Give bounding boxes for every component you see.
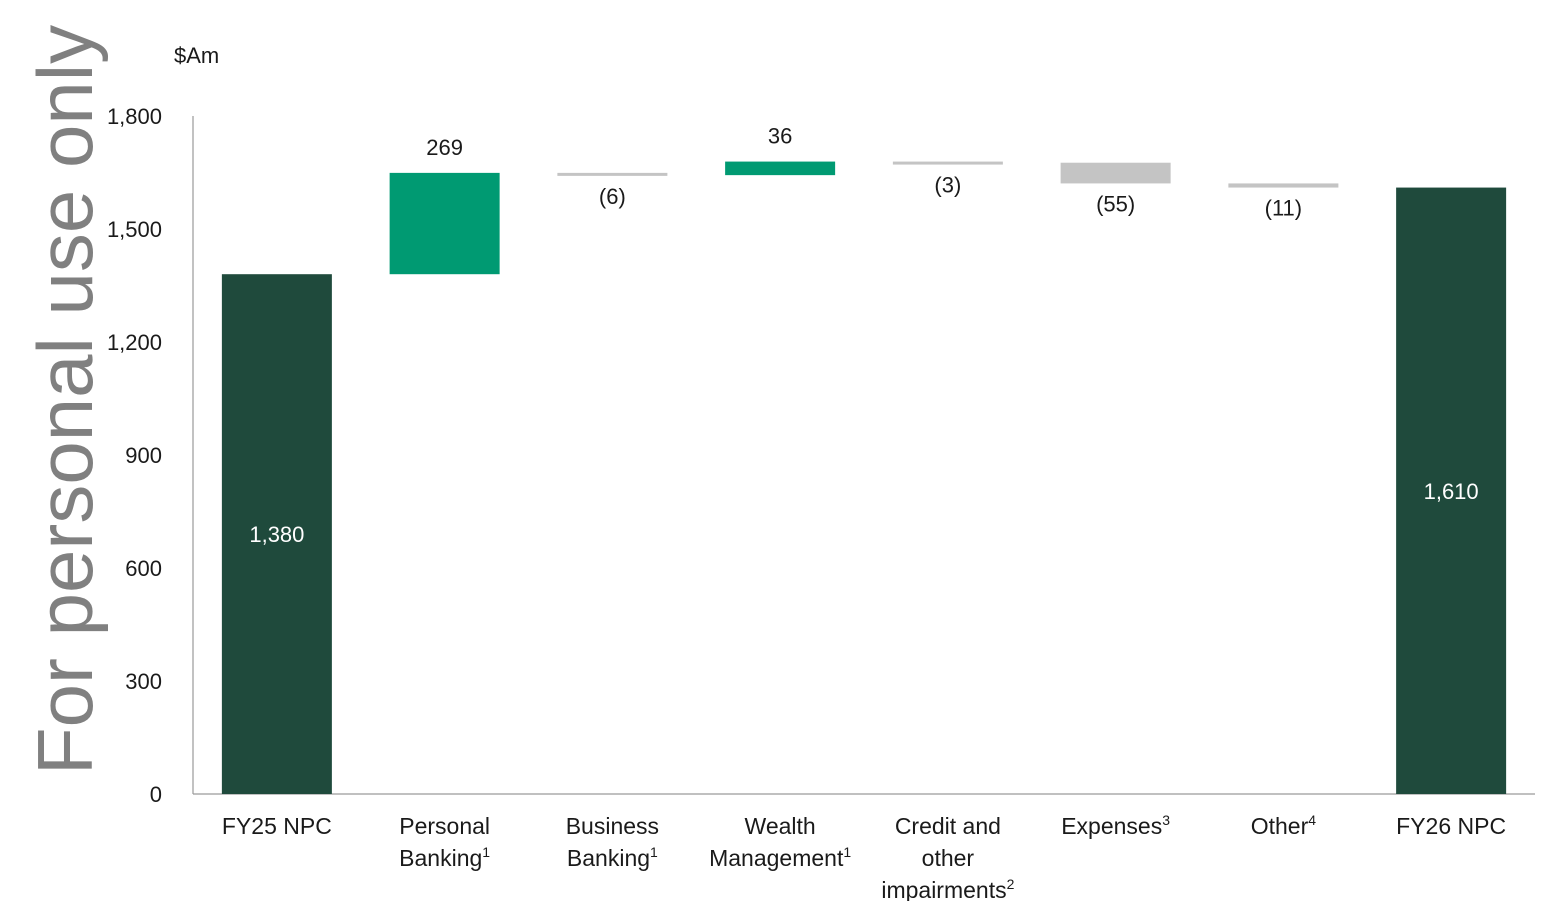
y-tick-label: 1,500 bbox=[107, 217, 162, 242]
category-label: Credit and other impairments2 bbox=[881, 813, 1014, 901]
bar-increase bbox=[389, 172, 500, 275]
category-label: Business Banking1 bbox=[566, 813, 659, 871]
data-label: 1,380 bbox=[249, 522, 304, 547]
unit-label: $Am bbox=[174, 43, 219, 68]
y-tick-label: 1,800 bbox=[107, 104, 162, 129]
category-label: FY26 NPC bbox=[1396, 813, 1506, 839]
bar-decrease bbox=[557, 172, 668, 176]
bar-decrease bbox=[1228, 183, 1339, 188]
category-label: Other4 bbox=[1251, 812, 1317, 839]
y-tick-label: 600 bbox=[125, 556, 162, 581]
y-tick-label: 1,200 bbox=[107, 330, 162, 355]
y-tick-label: 0 bbox=[150, 782, 162, 807]
category-label: FY25 NPC bbox=[222, 813, 332, 839]
category-label: Expenses3 bbox=[1061, 812, 1170, 839]
category-label: Wealth Management1 bbox=[709, 813, 851, 871]
data-label: (55) bbox=[1096, 191, 1135, 216]
bar-decrease bbox=[892, 161, 1003, 165]
data-label: (11) bbox=[1265, 196, 1303, 221]
bar-decrease bbox=[1060, 162, 1171, 184]
data-label: (3) bbox=[934, 173, 961, 198]
category-label: Personal Banking1 bbox=[399, 813, 490, 871]
y-tick-label: 900 bbox=[125, 443, 162, 468]
data-label: 1,610 bbox=[1424, 479, 1479, 504]
bar-total bbox=[1396, 187, 1507, 795]
data-label: 269 bbox=[426, 135, 463, 160]
watermark: For personal use only bbox=[21, 25, 109, 775]
y-tick-label: 300 bbox=[125, 669, 162, 694]
bar-increase bbox=[725, 161, 836, 176]
data-label: (6) bbox=[599, 184, 626, 209]
data-label: 36 bbox=[768, 124, 792, 149]
bar-total bbox=[221, 274, 332, 794]
